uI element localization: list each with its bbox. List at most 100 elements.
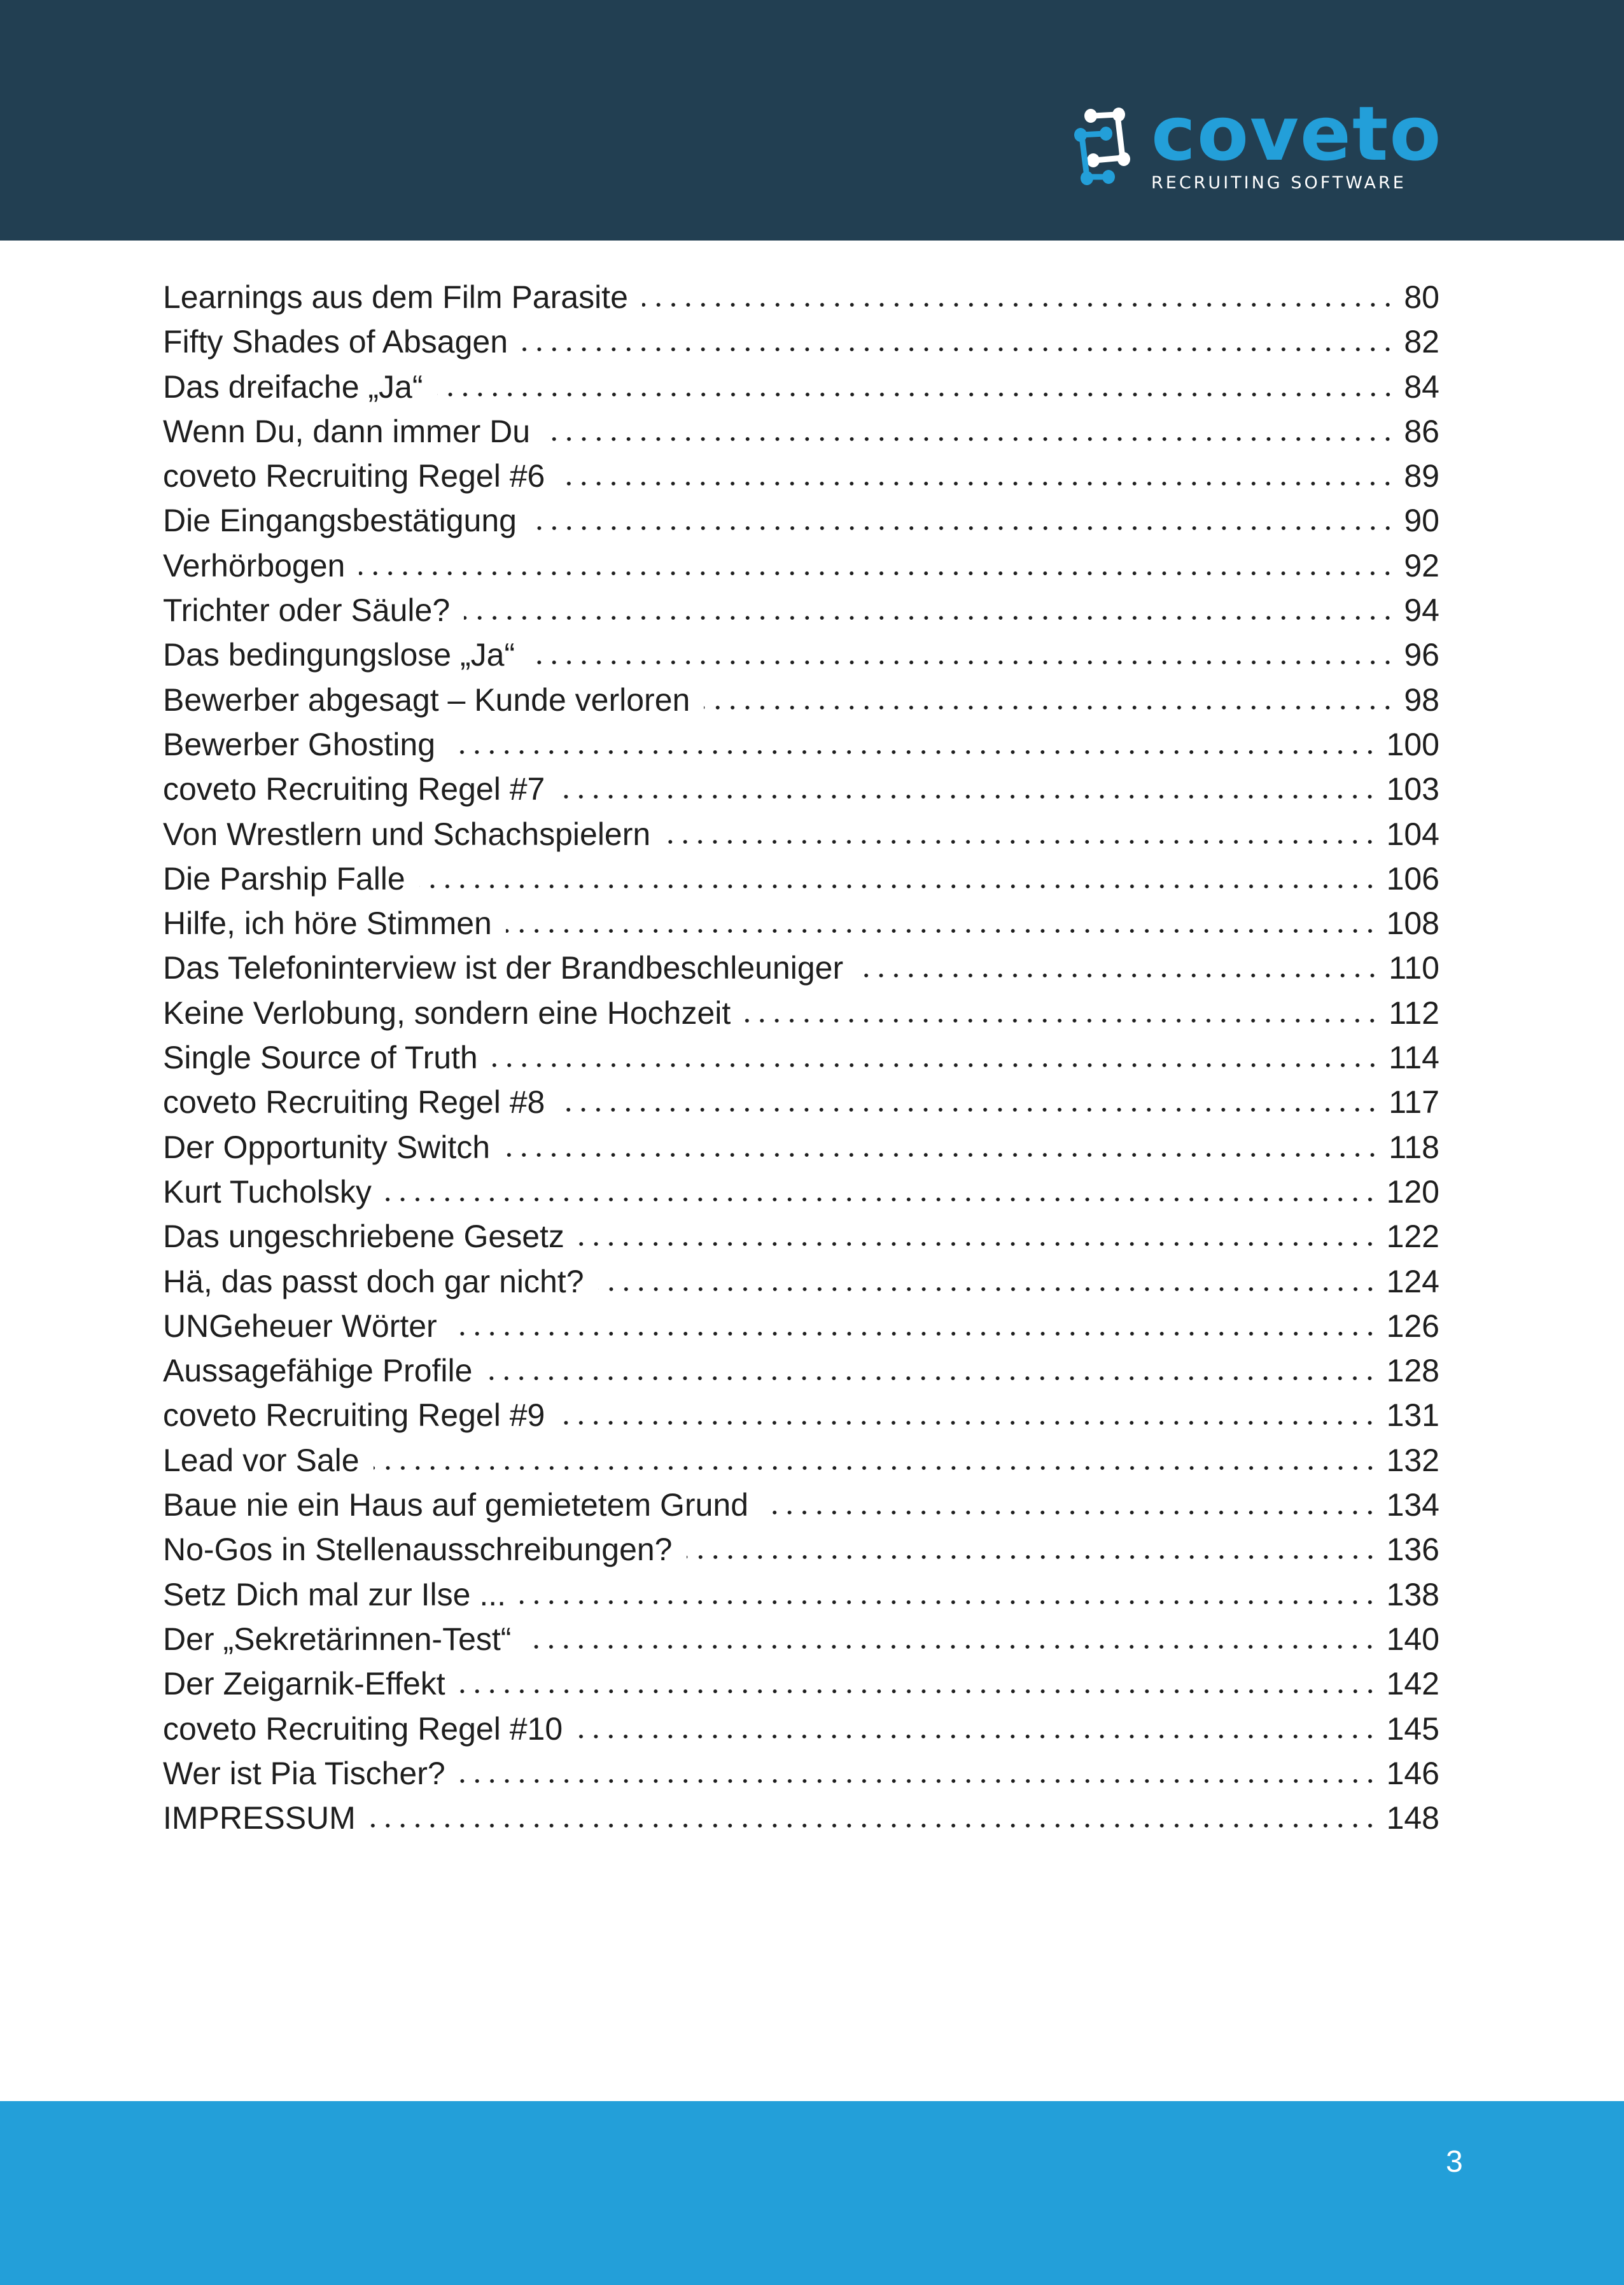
toc-entry[interactable]: Learnings aus dem Film Parasite 80 <box>163 275 1439 319</box>
toc-entry[interactable]: coveto Recruiting Regel #10 145 <box>163 1707 1439 1751</box>
toc-entry-title: Verhörbogen <box>163 547 346 583</box>
toc-entry[interactable]: Das ungeschriebene Gesetz 122 <box>163 1214 1439 1259</box>
toc-entry-title: Lead vor Sale <box>163 1442 360 1478</box>
dot-leader <box>762 1509 1378 1516</box>
toc-entry-title: Die Parship Falle <box>163 860 405 897</box>
toc-entry-title: Learnings aus dem Film Parasite <box>163 279 628 315</box>
toc-entry[interactable]: Die Eingangsbestätigung 90 <box>163 498 1439 543</box>
dot-leader <box>704 704 1396 711</box>
dot-leader <box>504 1151 1380 1158</box>
toc-entry[interactable]: coveto Recruiting Regel #6 89 <box>163 454 1439 498</box>
toc-entry-title: Das ungeschriebene Gesetz <box>163 1219 564 1255</box>
toc-entry[interactable]: Keine Verlobung, sondern eine Hochzeit 11… <box>163 991 1439 1035</box>
toc-entry-page: 104 <box>1386 816 1439 852</box>
toc-entry[interactable]: Kurt Tucholsky 120 <box>163 1170 1439 1214</box>
toc-entry-page: 146 <box>1386 1755 1439 1791</box>
toc-entry-title: Wenn Du, dann immer Du <box>163 413 531 449</box>
toc-entry[interactable]: Fifty Shades of Absagen 82 <box>163 319 1439 364</box>
toc-entry-page: 106 <box>1386 860 1439 897</box>
toc-entry-page: 108 <box>1386 905 1439 942</box>
dot-leader <box>505 928 1378 935</box>
toc-entry[interactable]: Das bedingungslose „Ja“ 96 <box>163 632 1439 677</box>
dot-leader <box>641 302 1396 308</box>
toc-entry[interactable]: Wenn Du, dann immer Du 86 <box>163 409 1439 454</box>
dot-leader <box>522 346 1396 353</box>
toc-entry-page: 117 <box>1389 1084 1439 1121</box>
dot-leader <box>419 883 1378 890</box>
toc-entry[interactable]: Lead vor Sale 132 <box>163 1438 1439 1483</box>
toc-entry-title: Baue nie ein Haus auf gemietetem Grund <box>163 1487 748 1523</box>
dot-leader <box>857 972 1380 979</box>
toc-entry[interactable]: Bewerber Ghosting 100 <box>163 722 1439 767</box>
logo-icon <box>1074 108 1130 185</box>
toc-entry[interactable]: Hä, das passt doch gar nicht? 124 <box>163 1259 1439 1304</box>
dot-leader <box>369 1822 1378 1829</box>
toc-entry[interactable]: coveto Recruiting Regel #9 131 <box>163 1393 1439 1437</box>
toc-entry-page: 132 <box>1386 1442 1439 1478</box>
dot-leader <box>449 748 1378 755</box>
toc-entry-page: 124 <box>1386 1263 1439 1299</box>
toc-entry[interactable]: Der Zeigarnik-Effekt 142 <box>163 1661 1439 1706</box>
toc-entry-title: Der „Sekretärinnen-Test“ <box>163 1621 512 1657</box>
toc-entry-page: 145 <box>1386 1710 1439 1747</box>
dot-leader <box>530 525 1396 532</box>
toc-entry-page: 94 <box>1404 592 1439 629</box>
toc-entry[interactable]: Das Telefoninterview ist der Brandbeschl… <box>163 946 1439 990</box>
toc-entry[interactable]: Single Source of Truth 114 <box>163 1035 1439 1080</box>
toc-entry-page: 142 <box>1386 1666 1439 1702</box>
toc-entry-title: coveto Recruiting Regel #10 <box>163 1710 563 1747</box>
dot-leader <box>559 480 1396 487</box>
dot-leader <box>559 793 1378 800</box>
toc-entry[interactable]: Aussagefähige Profile 128 <box>163 1348 1439 1393</box>
toc-entry-page: 122 <box>1386 1219 1439 1255</box>
dot-leader <box>686 1554 1378 1561</box>
toc-entry-title: Von Wrestlern und Schachspielern <box>163 816 651 852</box>
toc-entry-page: 134 <box>1386 1487 1439 1523</box>
dot-leader <box>385 1196 1378 1203</box>
dot-leader <box>664 838 1378 845</box>
coveto-logo: coveto RECRUITING SOFTWARE <box>1074 96 1442 193</box>
toc-entry[interactable]: Setz Dich mal zur Ilse ... 138 <box>163 1572 1439 1617</box>
toc-entry-page: 114 <box>1389 1040 1439 1076</box>
toc-entry[interactable]: UNGeheuer Wörter 126 <box>163 1304 1439 1348</box>
toc-entry[interactable]: coveto Recruiting Regel #7 103 <box>163 767 1439 811</box>
toc-entry-page: 140 <box>1386 1621 1439 1657</box>
toc-entry-title: Single Source of Truth <box>163 1040 478 1076</box>
header-banner: coveto RECRUITING SOFTWARE <box>0 0 1624 241</box>
toc-entry[interactable]: Die Parship Falle 106 <box>163 856 1439 901</box>
toc-entry[interactable]: IMPRESSUM 148 <box>163 1796 1439 1840</box>
toc-entry-page: 86 <box>1404 413 1439 449</box>
dot-leader <box>459 1688 1378 1695</box>
toc-entry[interactable]: Wer ist Pia Tischer? 146 <box>163 1751 1439 1796</box>
toc-entry[interactable]: Von Wrestlern und Schachspielern 104 <box>163 812 1439 856</box>
dot-leader <box>451 1330 1378 1337</box>
toc-entry-title: Fifty Shades of Absagen <box>163 324 508 360</box>
table-of-contents: Learnings aus dem Film Parasite 80 Fifty S… <box>163 275 1439 1840</box>
toc-entry[interactable]: coveto Recruiting Regel #8 117 <box>163 1080 1439 1124</box>
toc-entry[interactable]: Der Opportunity Switch 118 <box>163 1125 1439 1170</box>
toc-entry[interactable]: Trichter oder Säule? 94 <box>163 588 1439 632</box>
toc-entry-title: IMPRESSUM <box>163 1800 356 1836</box>
toc-entry-page: 136 <box>1386 1532 1439 1568</box>
dot-leader <box>559 1107 1380 1114</box>
toc-entry-title: coveto Recruiting Regel #9 <box>163 1397 545 1434</box>
dot-leader <box>491 1062 1380 1069</box>
toc-entry-title: coveto Recruiting Regel #6 <box>163 458 545 494</box>
toc-entry[interactable]: Verhörbogen 92 <box>163 543 1439 588</box>
toc-entry-page: 96 <box>1404 637 1439 673</box>
toc-entry[interactable]: Baue nie ein Haus auf gemietetem Grund 13… <box>163 1483 1439 1527</box>
toc-entry[interactable]: Der „Sekretärinnen-Test“ 140 <box>163 1617 1439 1661</box>
toc-entry[interactable]: Hilfe, ich höre Stimmen 108 <box>163 901 1439 946</box>
toc-entry-page: 92 <box>1404 547 1439 583</box>
toc-entry-page: 82 <box>1404 324 1439 360</box>
toc-entry[interactable]: Bewerber abgesagt – Kunde verloren 98 <box>163 678 1439 722</box>
toc-entry-title: coveto Recruiting Regel #7 <box>163 771 545 807</box>
toc-entry[interactable]: Das dreifache „Ja“ 84 <box>163 365 1439 409</box>
dot-leader <box>486 1375 1378 1382</box>
toc-entry-title: Bewerber Ghosting <box>163 726 436 762</box>
toc-entry[interactable]: No-Gos in Stellenausschreibungen? 136 <box>163 1527 1439 1572</box>
toc-entry-title: Das dreifache „Ja“ <box>163 368 423 405</box>
dot-leader <box>525 1643 1378 1650</box>
dot-leader <box>529 659 1396 666</box>
toc-entry-title: No-Gos in Stellenausschreibungen? <box>163 1532 673 1568</box>
